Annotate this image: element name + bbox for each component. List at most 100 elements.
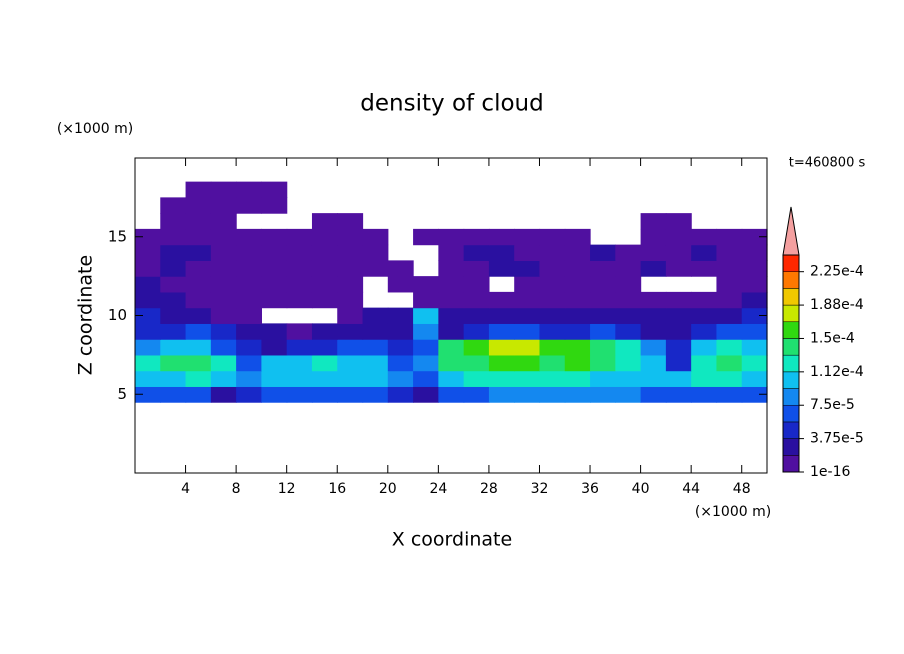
- contour-cell: [438, 291, 465, 309]
- contour-cell: [665, 228, 692, 246]
- contour-cell: [236, 291, 262, 309]
- contour-cell: [665, 354, 692, 372]
- contour-cell: [590, 307, 616, 324]
- contour-cell: [210, 386, 237, 403]
- contour-cell: [463, 323, 490, 340]
- colorbar-over-triangle: [782, 206, 800, 256]
- contour-cell: [185, 339, 212, 356]
- contour-cell: [539, 228, 566, 246]
- colorbar-band: [782, 438, 800, 456]
- colorbar-tick-label: 3.75e-5: [810, 431, 864, 447]
- contour-cell: [463, 339, 490, 356]
- contour-cell: [640, 244, 667, 261]
- y-tick-label: 5: [117, 385, 127, 403]
- contour-cell: [741, 228, 768, 246]
- contour-cell: [261, 260, 288, 277]
- contour-cell: [337, 354, 364, 372]
- contour-cell: [413, 291, 439, 309]
- colorbar-band: [782, 388, 800, 406]
- contour-cell: [514, 276, 541, 293]
- contour-cell: [160, 323, 187, 340]
- contour-cell: [564, 339, 591, 356]
- contour-cell: [311, 339, 338, 356]
- x-tick-label: 12: [278, 481, 296, 497]
- contour-cell: [590, 291, 616, 309]
- contour-cell: [539, 307, 566, 324]
- colorbar-band: [782, 404, 800, 423]
- contour-cell: [337, 323, 364, 340]
- contour-cell: [640, 228, 667, 246]
- contour-cell: [590, 370, 616, 387]
- contour-cell: [539, 370, 566, 387]
- contour-cell: [236, 228, 262, 246]
- contour-cell: [514, 370, 541, 387]
- contour-cell: [488, 307, 515, 324]
- contour-cell: [438, 260, 465, 277]
- contour-cell: [160, 339, 187, 356]
- contour-cell: [665, 291, 692, 309]
- contour-cell: [564, 370, 591, 387]
- contour-cell: [590, 323, 616, 340]
- contour-cell: [185, 354, 212, 372]
- contour-cell: [185, 323, 212, 340]
- contour-cell: [691, 386, 718, 403]
- contour-cell: [337, 307, 364, 324]
- contour-cell: [539, 339, 566, 356]
- contour-cell: [185, 260, 212, 277]
- contour-cell: [691, 323, 718, 340]
- contour-cell: [210, 307, 237, 324]
- contour-cell: [564, 276, 591, 293]
- contour-cell: [135, 228, 161, 246]
- x-tick-label: 48: [733, 481, 751, 497]
- contour-cell: [488, 244, 515, 261]
- contour-cell: [135, 386, 161, 403]
- contour-cell: [337, 386, 364, 403]
- contour-cell: [615, 386, 642, 403]
- contour-cell: [311, 244, 338, 261]
- contour-cell: [160, 307, 187, 324]
- contour-cell: [286, 276, 313, 293]
- colorbar-band: [782, 371, 800, 389]
- contour-cell: [741, 244, 768, 261]
- y-tick-label: 15: [108, 227, 127, 245]
- contour-cell: [463, 244, 490, 261]
- contour-cell: [236, 339, 262, 356]
- contour-cell: [261, 354, 288, 372]
- contour-cell: [615, 291, 642, 309]
- contour-cell: [691, 370, 718, 387]
- contour-cell: [463, 276, 490, 293]
- contour-cell: [716, 339, 743, 356]
- contour-cell: [236, 181, 262, 198]
- contour-cell: [590, 354, 616, 372]
- contour-cell: [210, 323, 237, 340]
- contour-cell: [514, 323, 541, 340]
- contour-cell: [665, 386, 692, 403]
- contour-cell: [261, 370, 288, 387]
- contour-cell: [514, 244, 541, 261]
- contour-cell: [185, 291, 212, 309]
- x-tick-label: 4: [181, 481, 190, 497]
- contour-cell: [716, 276, 743, 293]
- contour-cell: [514, 260, 541, 277]
- contour-cell: [564, 354, 591, 372]
- contour-cell: [387, 386, 414, 403]
- contour-cell: [741, 276, 768, 293]
- contour-cell: [463, 307, 490, 324]
- contour-cell: [716, 323, 743, 340]
- contour-cell: [615, 354, 642, 372]
- contour-cell: [135, 244, 161, 261]
- contour-cell: [514, 386, 541, 403]
- contour-cell: [615, 276, 642, 293]
- contour-cell: [261, 339, 288, 356]
- contour-cell: [236, 197, 262, 214]
- contour-cell: [236, 386, 262, 403]
- y-unit: (×1000 m): [57, 121, 133, 137]
- contour-cell: [236, 276, 262, 293]
- contour-cell: [741, 386, 768, 403]
- contour-cell: [160, 197, 187, 214]
- contour-cell: [716, 386, 743, 403]
- contour-cell: [716, 291, 743, 309]
- contour-cell: [564, 244, 591, 261]
- contour-cell: [438, 307, 465, 324]
